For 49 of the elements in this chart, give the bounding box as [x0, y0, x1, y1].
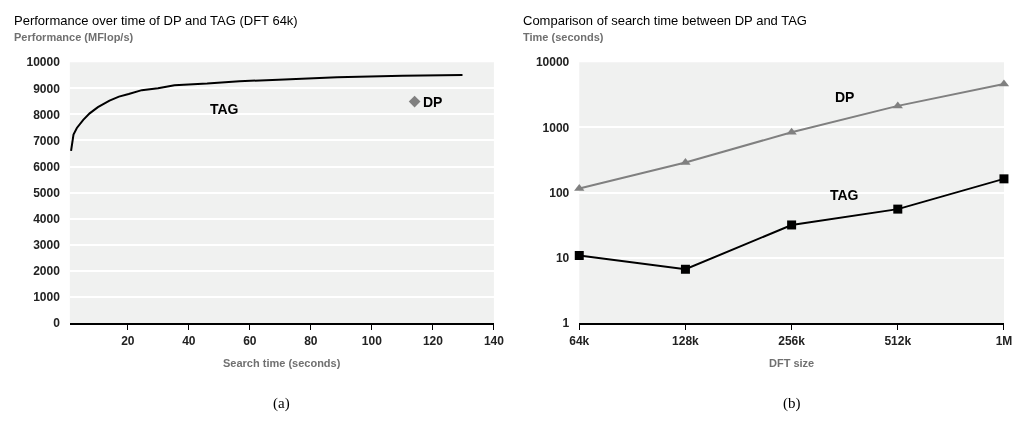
y-tick-label: 5000 [33, 185, 61, 200]
y-tick-label: 10000 [535, 55, 570, 70]
point [574, 183, 585, 191]
x-tick-label: 256k [778, 333, 806, 348]
x-tick-label: 140 [483, 333, 505, 348]
y-axis-title: Performance (MFlop/s) [14, 31, 134, 43]
x-axis-title: DFT size [769, 357, 815, 369]
point [893, 204, 903, 214]
chart-title: Performance over time of DP and TAG (DFT 64k) [14, 13, 298, 28]
y-tick-label: 100 [549, 185, 570, 200]
x-tick-label: 1M [995, 333, 1013, 348]
x-tick-label: 20 [121, 333, 135, 348]
y-tick-label: 10 [555, 251, 570, 266]
point [892, 101, 903, 109]
point [787, 220, 797, 230]
point [680, 264, 690, 274]
y-tick-label: 7000 [33, 133, 61, 148]
point [999, 174, 1009, 184]
x-tick-label: 40 [182, 333, 196, 348]
x-axis-title: Search time (seconds) [223, 357, 341, 369]
point [786, 127, 797, 135]
line-series [70, 74, 464, 152]
y-tick-label: 1 [562, 316, 570, 331]
y-tick-label: 1000 [542, 120, 570, 135]
y-tick-label: 4000 [33, 211, 61, 226]
y-tick-label: 9000 [33, 81, 61, 96]
series-label: DP [835, 89, 855, 105]
y-tick-label: 10000 [26, 55, 61, 70]
x-tick-label: 128k [672, 333, 700, 348]
x-tick-label: 100 [361, 333, 383, 348]
chart-title: Comparison of search time between DP and TAG [523, 13, 807, 28]
series-label: DP [423, 94, 443, 110]
x-tick-label: 60 [243, 333, 257, 348]
x-tick-label: 512k [884, 333, 912, 348]
text: (b) [783, 395, 801, 412]
y-tick-label: 6000 [33, 159, 61, 174]
y-tick-label: 8000 [33, 107, 61, 122]
point [574, 250, 584, 260]
y-tick-label: 3000 [33, 238, 61, 253]
y-tick-label: 2000 [33, 264, 61, 279]
series-label: TAG [210, 101, 239, 117]
x-tick-label: 120 [422, 333, 444, 348]
y-tick-label: 0 [53, 316, 61, 331]
x-tick-label: 80 [304, 333, 318, 348]
y-axis-title: Time (seconds) [523, 31, 604, 43]
x-tick-label: 64k [569, 333, 590, 348]
series-label: TAG [830, 187, 859, 203]
y-tick-label: 1000 [33, 290, 61, 305]
text: (a) [273, 395, 290, 412]
